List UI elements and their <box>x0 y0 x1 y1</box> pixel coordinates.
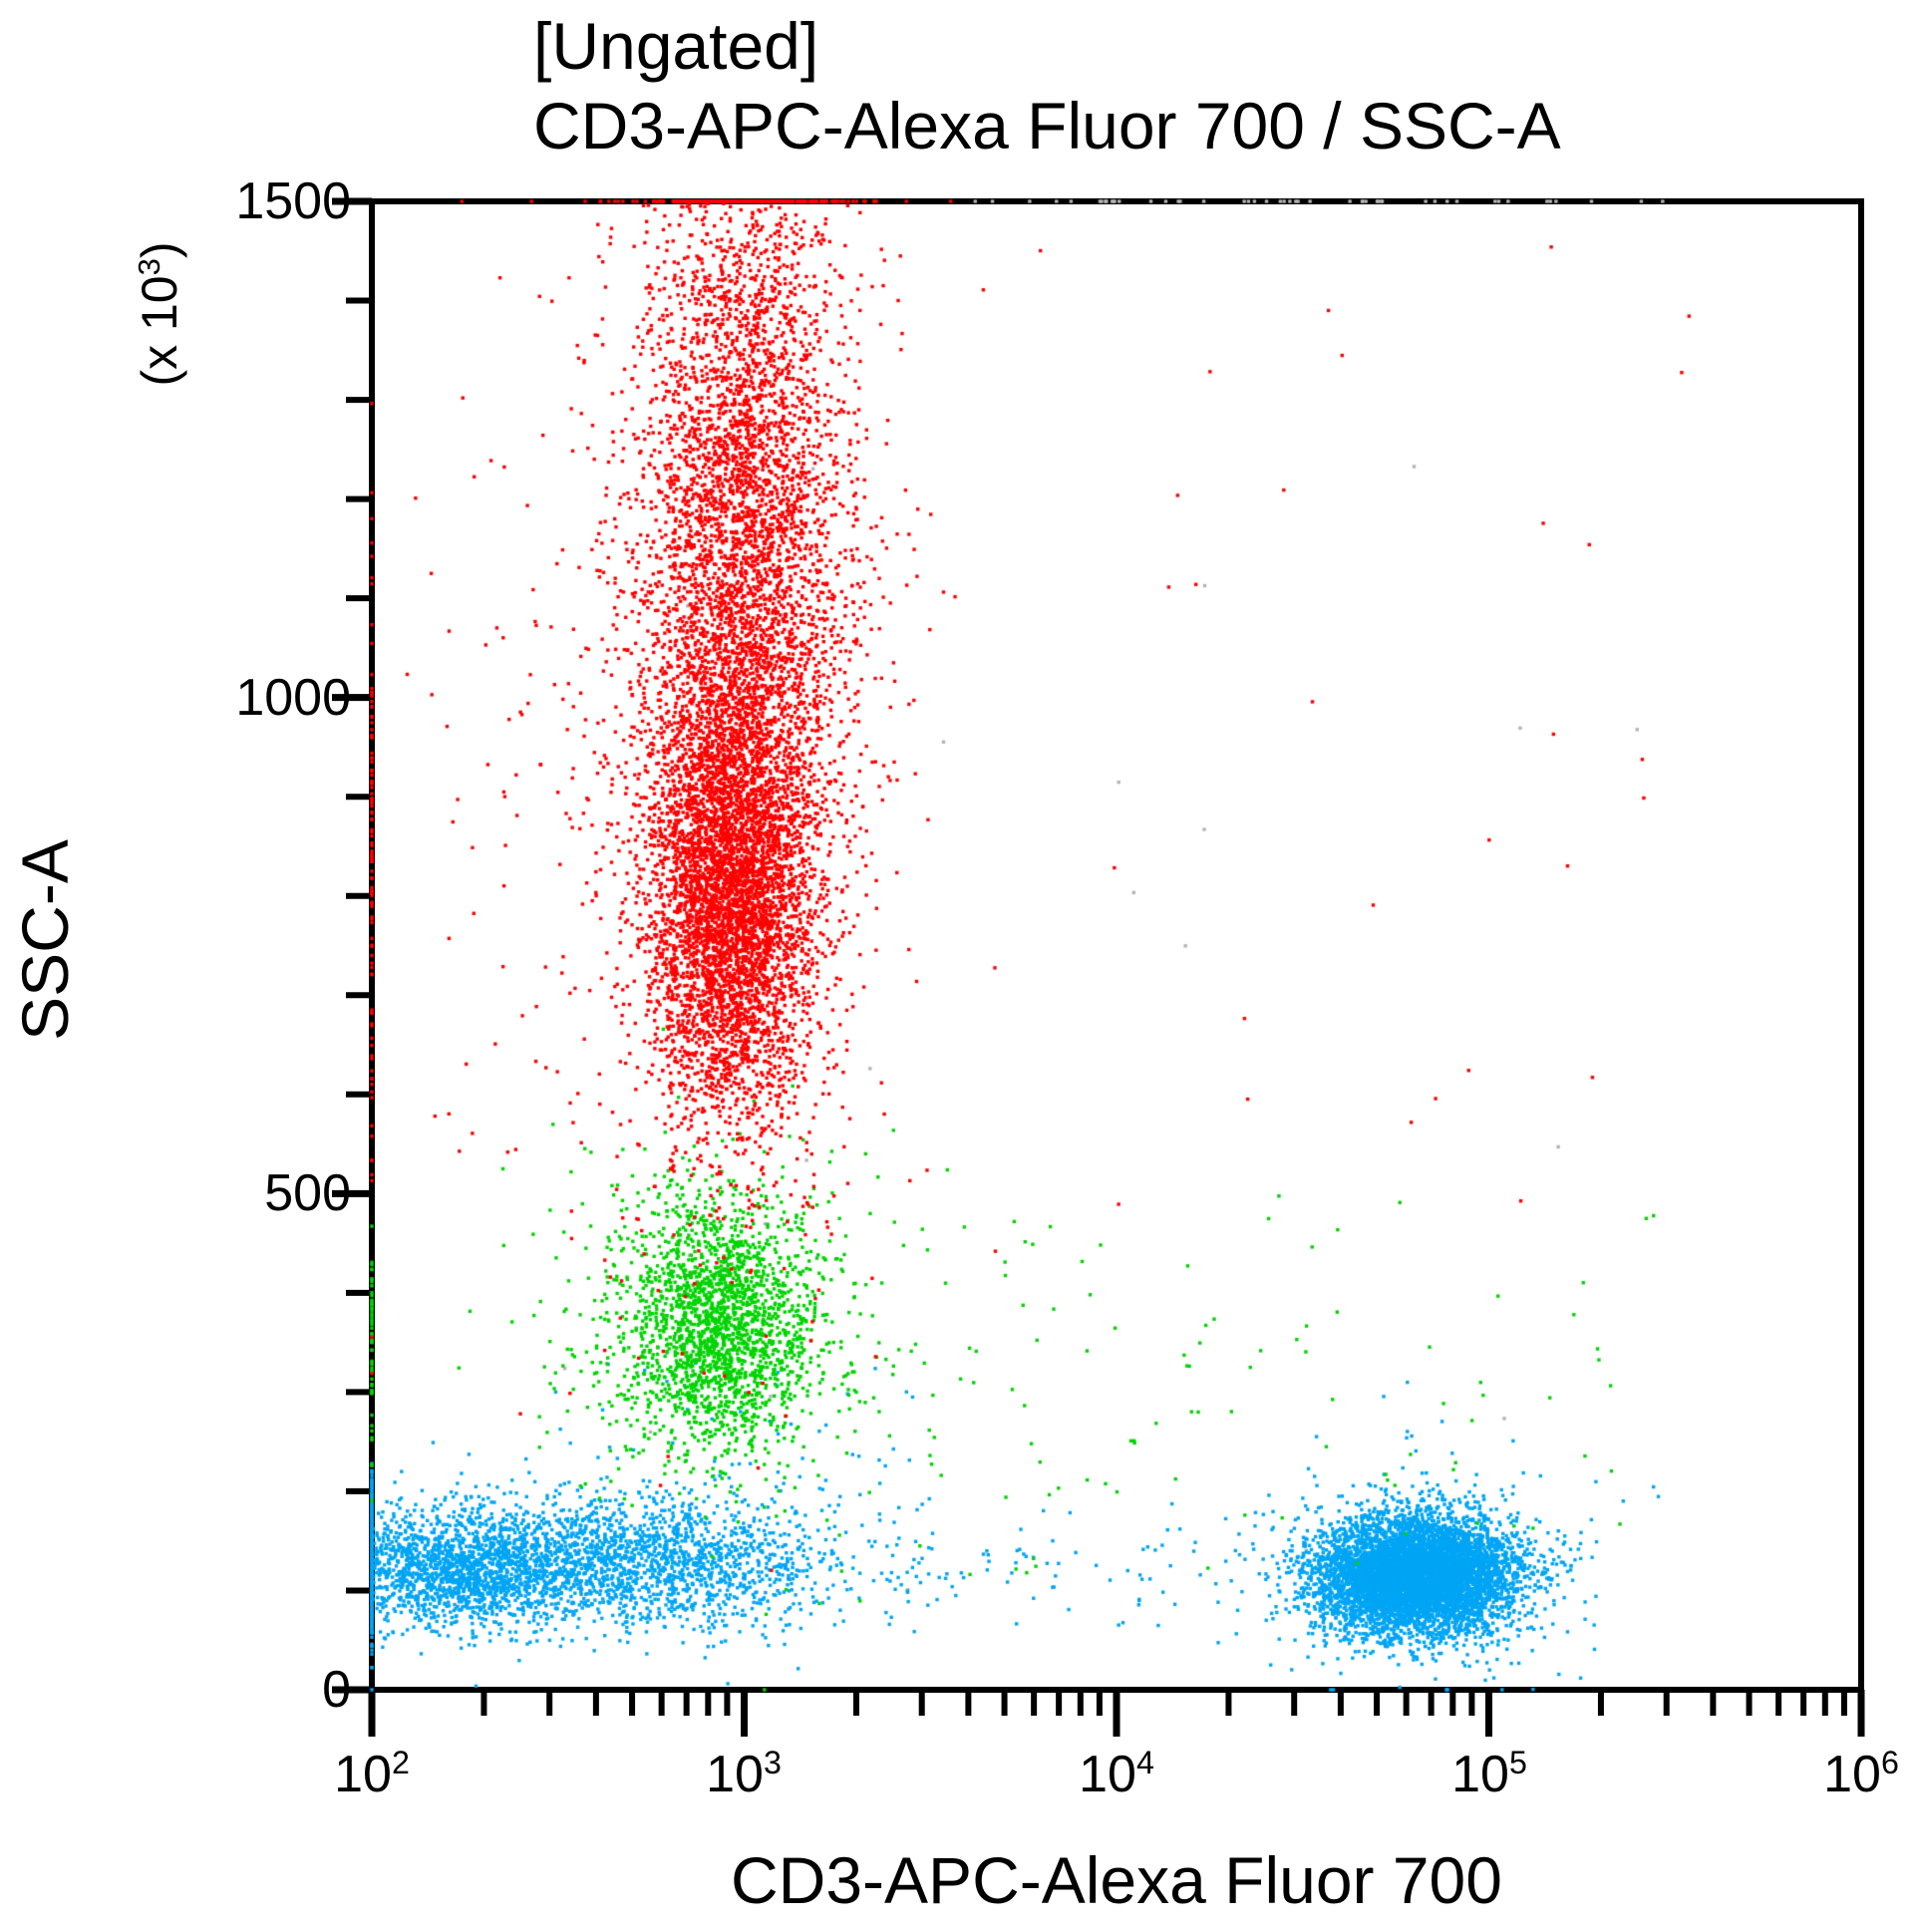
x-axis-label: CD3-APC-Alexa Fluor 700 <box>731 1843 1502 1917</box>
y-axis-label: SSC-A <box>8 839 82 1041</box>
y-tick-label-1500: 1500 <box>235 172 351 230</box>
y-tick-label-500: 500 <box>264 1164 351 1222</box>
axis-major-ticks <box>332 197 1865 1737</box>
x-tick-label-1e2: 102 <box>334 1745 410 1803</box>
x-tick-label-1e4: 104 <box>1079 1745 1154 1803</box>
y-tick-label-0: 0 <box>322 1661 351 1719</box>
plot-border <box>369 198 1864 1693</box>
y-axis-multiplier-prefix: (x 10 <box>132 275 187 387</box>
plot-gate-title: [Ungated] <box>533 9 819 83</box>
x-tick-label-1e5: 105 <box>1451 1745 1527 1803</box>
x-tick-label-1e3: 103 <box>706 1745 782 1803</box>
y-tick-label-1000: 1000 <box>235 669 351 727</box>
x-tick-label-1e6: 106 <box>1823 1745 1899 1803</box>
y-axis-multiplier-suffix: ) <box>132 241 187 259</box>
axis-minor-ticks <box>346 297 1847 1716</box>
plot-parameters-title: CD3-APC-Alexa Fluor 700 / SSC-A <box>533 89 1561 162</box>
y-axis-multiplier-exponent: 3 <box>131 258 166 276</box>
